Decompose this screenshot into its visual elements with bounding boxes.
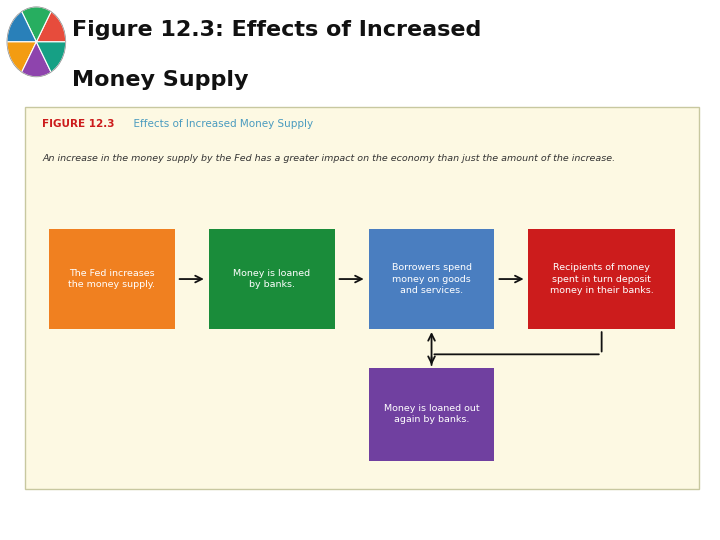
Text: Effects of Increased Money Supply: Effects of Increased Money Supply xyxy=(127,119,313,129)
Text: Money is loaned out
again by banks.: Money is loaned out again by banks. xyxy=(384,404,480,424)
Wedge shape xyxy=(7,11,36,42)
Text: Money is loaned
by banks.: Money is loaned by banks. xyxy=(233,269,310,289)
Wedge shape xyxy=(22,7,51,42)
FancyBboxPatch shape xyxy=(49,229,175,329)
Wedge shape xyxy=(36,42,66,72)
Text: The Fed increases
the money supply.: The Fed increases the money supply. xyxy=(68,269,156,289)
Text: Money Supply: Money Supply xyxy=(72,70,248,90)
FancyBboxPatch shape xyxy=(369,229,495,329)
FancyBboxPatch shape xyxy=(528,229,675,329)
Wedge shape xyxy=(36,11,66,42)
Text: Copyright © 2014 Pearson Education, Inc. All rights reserved.: Copyright © 2014 Pearson Education, Inc.… xyxy=(13,517,292,526)
Text: An increase in the money supply by the Fed has a greater impact on the economy t: An increase in the money supply by the F… xyxy=(42,153,615,163)
Text: Recipients of money
spent in turn deposit
money in their banks.: Recipients of money spent in turn deposi… xyxy=(550,263,654,295)
Wedge shape xyxy=(22,42,51,77)
Text: Figure 12.3: Effects of Increased: Figure 12.3: Effects of Increased xyxy=(72,21,482,40)
Text: 12-52: 12-52 xyxy=(681,517,707,526)
FancyBboxPatch shape xyxy=(209,229,335,329)
Wedge shape xyxy=(7,42,36,72)
FancyBboxPatch shape xyxy=(25,107,698,489)
Text: FIGURE 12.3: FIGURE 12.3 xyxy=(42,119,114,129)
Text: Borrowers spend
money on goods
and services.: Borrowers spend money on goods and servi… xyxy=(392,263,472,295)
FancyBboxPatch shape xyxy=(369,368,495,461)
